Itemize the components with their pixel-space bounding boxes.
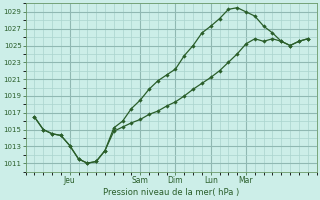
X-axis label: Pression niveau de la mer( hPa ): Pression niveau de la mer( hPa ) <box>103 188 239 197</box>
